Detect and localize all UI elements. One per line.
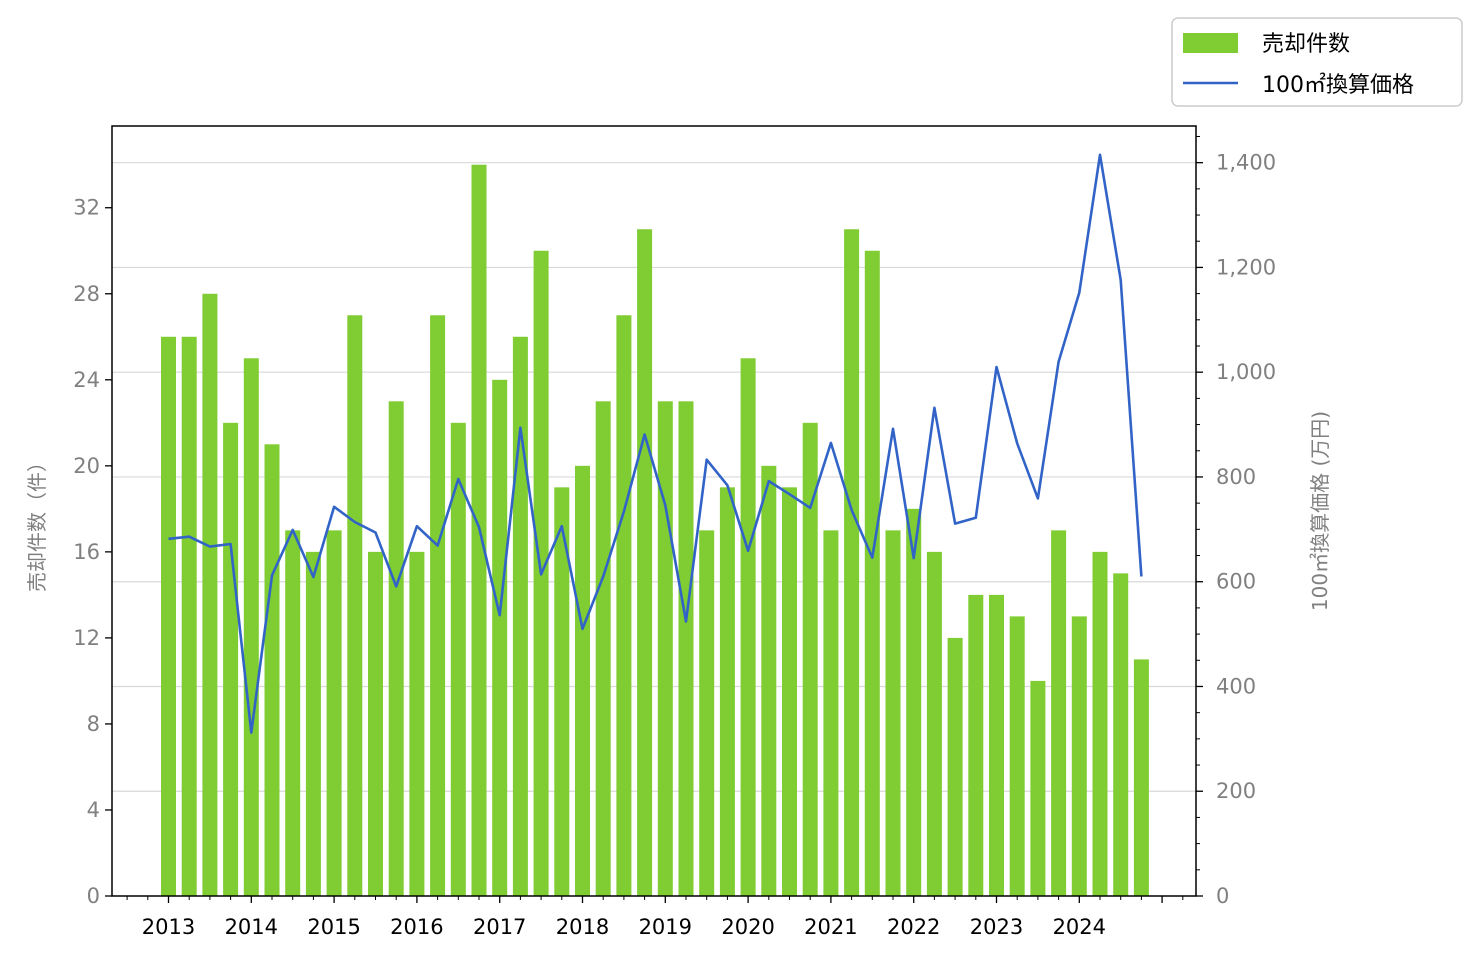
bar	[802, 422, 818, 896]
bar	[699, 530, 715, 896]
bar	[947, 637, 963, 896]
y-right-tick-label: 600	[1216, 570, 1256, 594]
x-tick-label: 2024	[1053, 915, 1106, 939]
bar	[782, 487, 797, 896]
legend-box	[1171, 17, 1463, 107]
plot-frame	[111, 125, 1197, 897]
bar	[181, 336, 197, 897]
bar	[844, 229, 860, 896]
bar	[409, 551, 425, 896]
bar	[1133, 659, 1149, 896]
bar	[1113, 573, 1129, 896]
bar	[1051, 530, 1067, 896]
y-right-tick-label: 0	[1216, 884, 1229, 908]
y-right-tick-label: 1,200	[1216, 255, 1276, 279]
axes	[111, 125, 1197, 897]
x-tick-label: 2019	[639, 915, 692, 939]
legend-label-line: 100㎡換算価格	[1262, 72, 1414, 98]
bar	[595, 401, 611, 896]
y-left-tick-label: 32	[73, 196, 100, 220]
price-line	[168, 153, 1143, 734]
bar	[575, 465, 590, 896]
y-left-tick-label: 12	[73, 626, 100, 650]
bar	[1092, 551, 1108, 896]
legend-swatch-bar	[1183, 33, 1238, 53]
bar	[761, 465, 777, 896]
bar	[430, 315, 446, 896]
bar	[347, 315, 363, 896]
y-left-tick-label: 20	[73, 454, 100, 478]
bar	[823, 530, 839, 896]
x-tick-label: 2022	[887, 915, 940, 939]
bar	[202, 293, 218, 896]
y-left-label: 売却件数（件）	[25, 452, 49, 592]
bar	[305, 551, 321, 896]
y-left-tick-label: 16	[73, 540, 100, 564]
bar	[388, 401, 404, 896]
bar	[450, 422, 466, 896]
bar	[885, 530, 901, 896]
bar	[637, 229, 653, 896]
legend-label-bar: 売却件数	[1262, 32, 1350, 57]
bar	[968, 594, 984, 896]
y-right-tick-label: 1,000	[1216, 360, 1276, 384]
bar	[492, 379, 508, 896]
y-left-tick-label: 28	[73, 282, 100, 306]
bar	[161, 336, 176, 897]
y-right-tick-label: 800	[1216, 465, 1256, 489]
y-right-label: 100㎡換算価格 (万円)	[1308, 411, 1332, 611]
x-tick-label: 2018	[556, 915, 609, 939]
bar-series	[161, 164, 1149, 897]
bar	[989, 594, 1004, 896]
bar	[223, 422, 239, 896]
bar	[1071, 616, 1087, 896]
bar	[678, 401, 694, 896]
bar	[926, 551, 942, 896]
y-right-tick-label: 200	[1216, 779, 1256, 803]
bar	[264, 444, 280, 896]
y-right-tick-label: 1,400	[1216, 151, 1276, 175]
y-left-tick-label: 0	[87, 884, 100, 908]
bar	[1009, 616, 1025, 896]
y-left-tick-label: 8	[87, 712, 100, 736]
ticks: 04812162024283202004006008001,0001,2001,…	[73, 135, 1276, 939]
x-tick-label: 2020	[721, 915, 774, 939]
line-series	[168, 153, 1143, 734]
bar	[719, 487, 735, 896]
y-right-tick-label: 400	[1216, 674, 1256, 698]
bar	[1030, 680, 1046, 896]
bar	[554, 487, 570, 896]
x-tick-label: 2014	[225, 915, 278, 939]
bar	[512, 336, 528, 897]
bar	[906, 508, 922, 896]
bar	[243, 358, 259, 896]
x-tick-label: 2013	[142, 915, 195, 939]
bar	[326, 530, 342, 896]
legend: 売却件数 100㎡換算価格	[1171, 17, 1463, 107]
x-tick-label: 2023	[970, 915, 1023, 939]
bar	[616, 315, 632, 896]
bar	[657, 401, 673, 896]
bar	[285, 530, 301, 896]
y-left-tick-label: 4	[87, 798, 100, 822]
x-tick-label: 2021	[804, 915, 857, 939]
bar	[740, 358, 756, 896]
x-tick-label: 2017	[473, 915, 526, 939]
bar	[368, 551, 383, 896]
y-left-tick-label: 24	[73, 368, 100, 392]
bar	[864, 250, 880, 896]
x-tick-label: 2015	[307, 915, 360, 939]
x-tick-label: 2016	[390, 915, 443, 939]
